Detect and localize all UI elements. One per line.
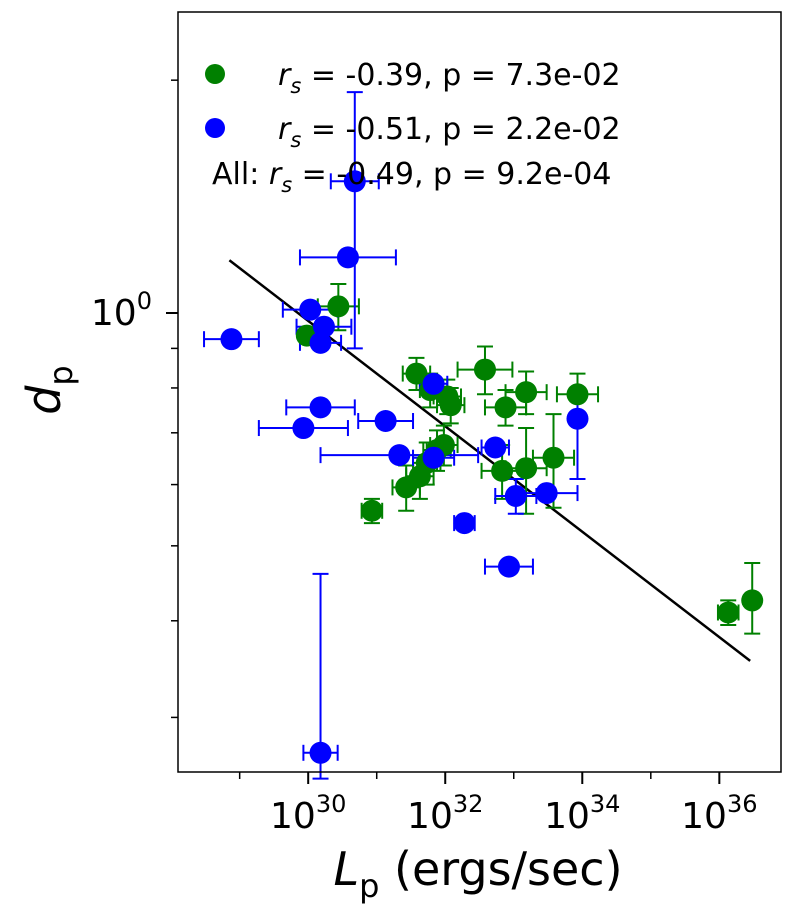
- blue-point-13: [484, 436, 507, 459]
- blue-point-7: [309, 396, 332, 419]
- x-axis-title: Lp (ergs/sec): [333, 842, 622, 905]
- blue-point-17: [497, 555, 520, 578]
- blue-point-0: [343, 170, 366, 193]
- blue-point-12: [422, 446, 445, 469]
- green-point-2: [405, 362, 428, 385]
- x-tick-label-0: 1030: [270, 790, 346, 837]
- green-point-14: [395, 476, 418, 499]
- x-tick-label-1: 1032: [407, 790, 483, 837]
- legend-marker-blue: [205, 118, 225, 138]
- blue-point-9: [292, 417, 315, 440]
- blue-point-8: [374, 410, 397, 433]
- green-point-19: [717, 601, 740, 624]
- blue-point-1: [336, 246, 359, 269]
- green-point-0: [327, 295, 350, 318]
- points-layer: [220, 170, 764, 764]
- blue-point-5: [220, 328, 243, 351]
- fit-line: [228, 259, 751, 662]
- y-tick-label-0: 100: [91, 287, 152, 334]
- green-point-16: [515, 457, 538, 480]
- blue-point-6: [422, 372, 445, 395]
- blue-point-11: [388, 444, 411, 467]
- blue-point-16: [453, 512, 476, 535]
- green-point-15: [491, 459, 514, 482]
- legend: rs = -0.39, p = 7.3e-02 rs = -0.51, p = …: [205, 58, 621, 197]
- y-axis-title: dp: [17, 365, 80, 415]
- axes-layer: 1030 1032 1034 1036 100: [91, 11, 782, 837]
- green-point-6: [439, 394, 462, 417]
- blue-point-15: [535, 482, 558, 505]
- green-point-9: [566, 383, 589, 406]
- legend-label-all: All: rs = -0.49, p = 9.2e-04: [212, 157, 611, 197]
- green-point-18: [360, 499, 383, 522]
- legend-label-blue: rs = -0.51, p = 2.2e-02: [278, 112, 621, 152]
- green-point-17: [542, 446, 565, 469]
- legend-label-green: rs = -0.39, p = 7.3e-02: [278, 58, 621, 98]
- green-point-20: [741, 589, 764, 612]
- x-tick-label-3: 1036: [681, 790, 757, 837]
- green-point-7: [494, 396, 517, 419]
- fit-line-layer: [228, 259, 751, 662]
- legend-marker-green: [205, 64, 225, 84]
- blue-point-14: [504, 484, 527, 507]
- blue-point-2: [299, 298, 322, 321]
- green-point-4: [473, 358, 496, 381]
- x-tick-label-2: 1034: [544, 790, 620, 837]
- blue-point-10: [566, 407, 589, 430]
- green-point-8: [515, 381, 538, 404]
- plot-frame: [177, 11, 782, 773]
- blue-point-4: [309, 331, 332, 354]
- blue-point-18: [309, 741, 332, 764]
